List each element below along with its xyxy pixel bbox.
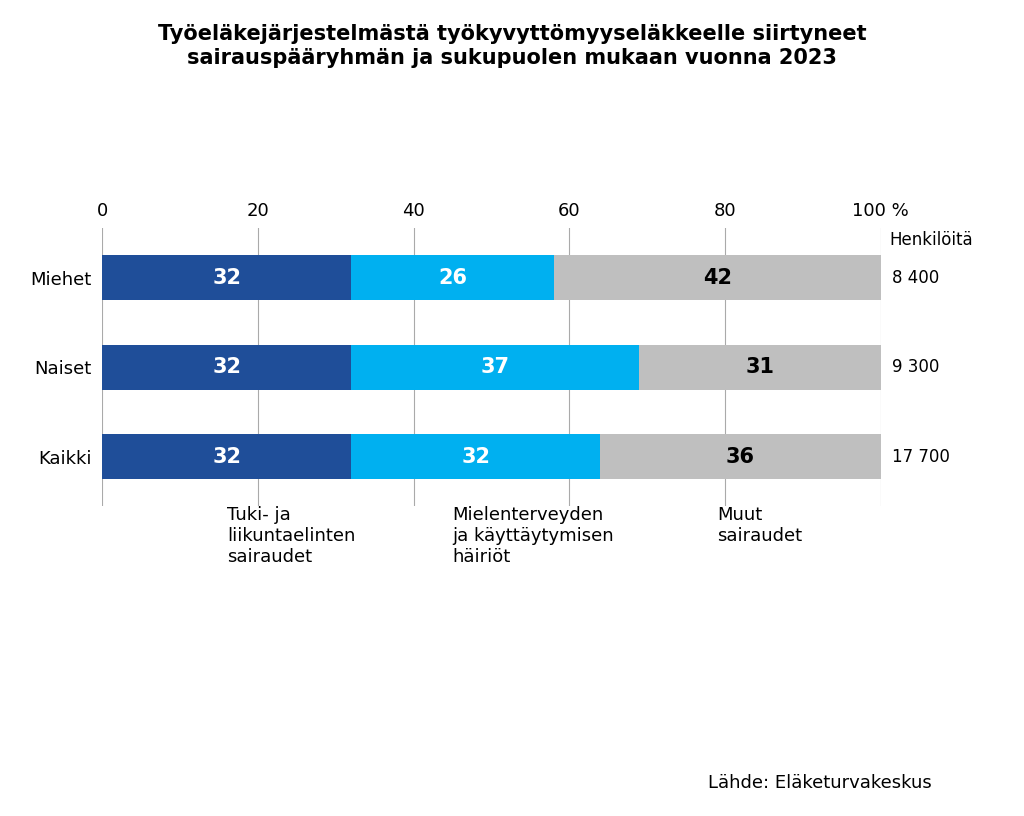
Bar [102,345,351,389]
Text: Lähde: Eläketurvakeskus: Lähde: Eläketurvakeskus [708,774,932,792]
Bar [351,345,639,389]
Bar [102,255,351,300]
Text: 32: 32 [212,446,242,467]
Text: 32: 32 [462,446,490,467]
Text: Tuki- ja
liikuntaelinten
sairaudet: Tuki- ja liikuntaelinten sairaudet [227,506,355,565]
Text: 26: 26 [438,268,467,288]
Bar [554,255,881,300]
Text: 9 300: 9 300 [892,358,939,376]
Bar [600,434,881,479]
Text: 17 700: 17 700 [892,448,949,466]
Text: Henkilöitä: Henkilöitä [889,231,973,249]
Text: Mielenterveyden
ja käyttäytymisen
häiriöt: Mielenterveyden ja käyttäytymisen häiriö… [453,506,614,565]
Text: 31: 31 [745,357,774,377]
Text: 37: 37 [481,357,510,377]
Text: 8 400: 8 400 [892,268,939,286]
Text: Työeläkejärjestelmästä työkyvyttömyyseläkkeelle siirtyneet
sairauspääryhmän ja s: Työeläkejärjestelmästä työkyvyttömyyselä… [158,24,866,68]
Bar [102,434,351,479]
Bar [351,255,554,300]
Text: 42: 42 [702,268,732,288]
Text: 36: 36 [726,446,755,467]
Text: 32: 32 [212,268,242,288]
Bar [639,345,881,389]
Text: Muut
sairaudet: Muut sairaudet [717,506,803,545]
Bar [351,434,600,479]
Text: 32: 32 [212,357,242,377]
